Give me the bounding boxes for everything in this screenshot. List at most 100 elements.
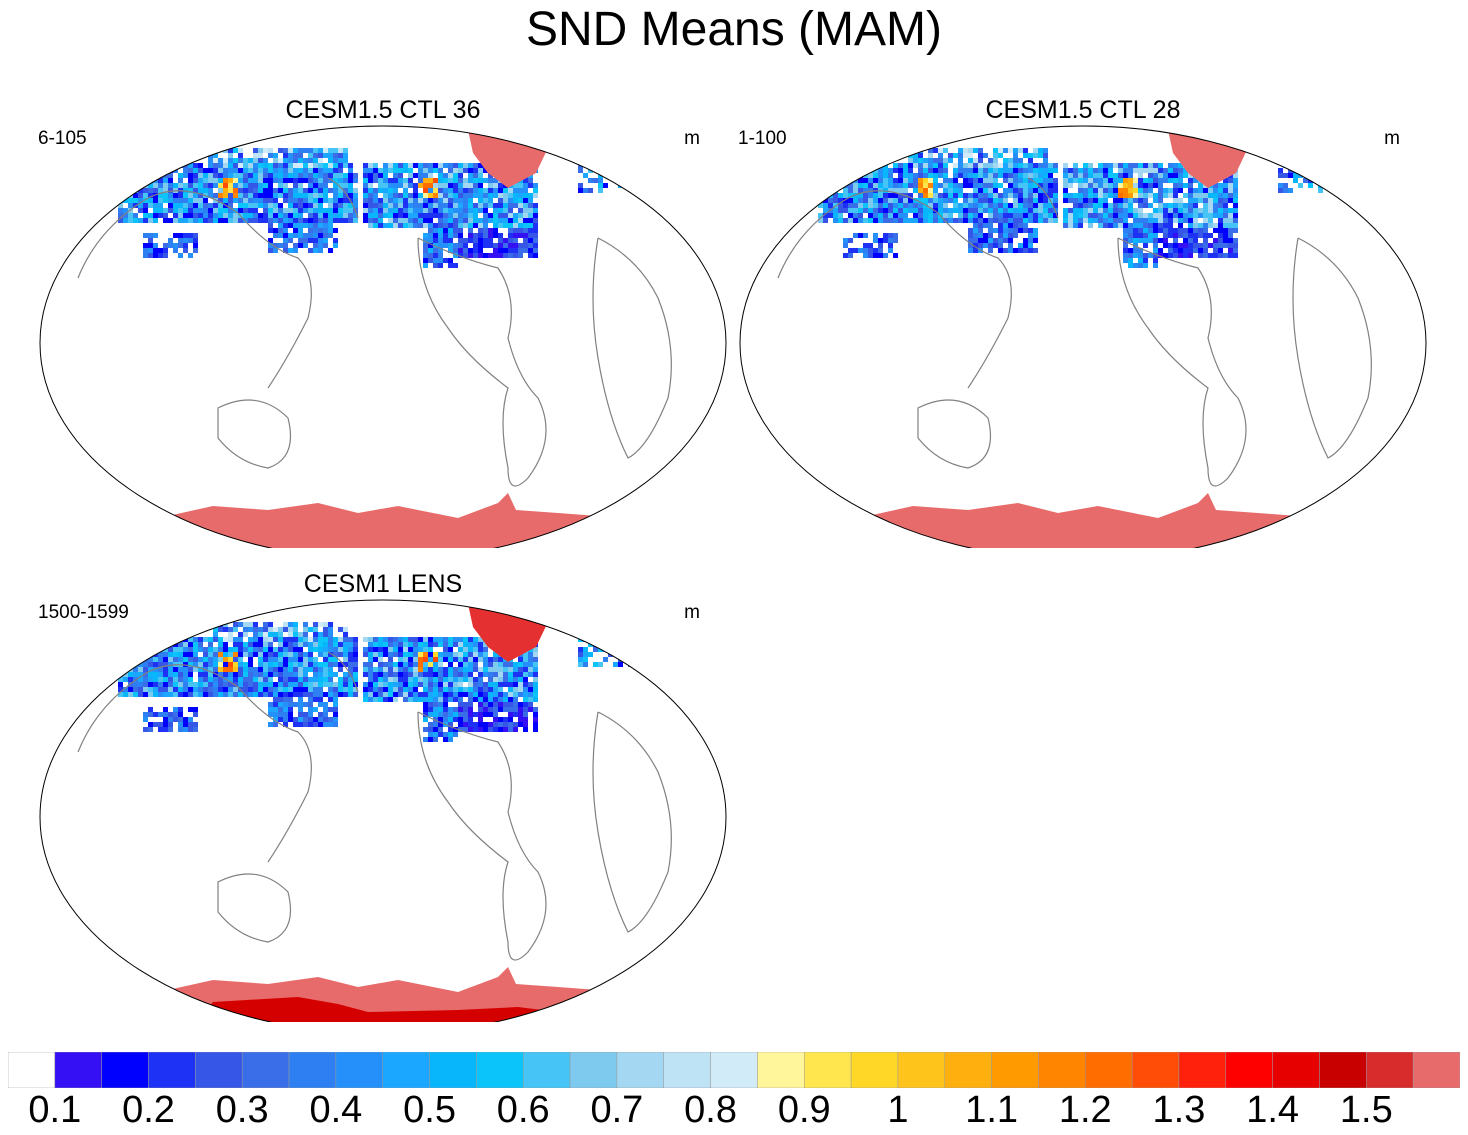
world-map bbox=[39, 125, 727, 548]
snow-hotspot-2 bbox=[418, 652, 438, 672]
colorbar-box bbox=[944, 1052, 992, 1088]
world-map bbox=[739, 125, 1427, 548]
snow-scandinavia bbox=[578, 153, 638, 193]
snow-hotspot-2 bbox=[1118, 178, 1138, 198]
colorbar-tick-label: 0.3 bbox=[215, 1089, 269, 1131]
colorbar-box bbox=[1366, 1052, 1414, 1088]
panel-units: m bbox=[684, 602, 700, 623]
coastline-0 bbox=[77, 664, 312, 863]
snow-siberia-north bbox=[208, 148, 348, 168]
snow-rockies bbox=[423, 218, 458, 268]
coastline-1 bbox=[917, 399, 992, 469]
snow-hotspot-1 bbox=[218, 652, 238, 672]
snow-canada-east bbox=[458, 228, 538, 258]
snow-east-asia bbox=[268, 692, 338, 727]
snow-hotspot-2 bbox=[418, 178, 438, 198]
coastline-0 bbox=[77, 190, 312, 389]
coastline-3 bbox=[1292, 237, 1372, 459]
colorbar-box bbox=[663, 1052, 711, 1088]
coastline-2 bbox=[417, 711, 547, 961]
colorbar-tick-label: 0.7 bbox=[590, 1089, 644, 1131]
panel-units: m bbox=[684, 128, 700, 149]
map-panel-lens: CESM1 LENS 1500-1599 m bbox=[38, 570, 728, 1022]
colorbar-box bbox=[1272, 1052, 1320, 1088]
snow-tibet bbox=[843, 233, 898, 258]
world-map bbox=[39, 599, 727, 1022]
coastline-1 bbox=[217, 873, 292, 943]
colorbar-box bbox=[1319, 1052, 1367, 1088]
colorbar-tick-label: 1.4 bbox=[1246, 1089, 1300, 1131]
colorbar-box bbox=[1131, 1052, 1180, 1088]
colorbar-box bbox=[8, 1052, 56, 1088]
colorbar-box bbox=[382, 1052, 430, 1088]
map-boundary bbox=[39, 599, 727, 1022]
map-content bbox=[777, 128, 1372, 548]
panel-title: CESM1.5 CTL 28 bbox=[985, 96, 1181, 124]
map-boundary bbox=[39, 125, 727, 548]
colorbar-box bbox=[522, 1052, 571, 1088]
panel-title: CESM1.5 CTL 36 bbox=[285, 96, 481, 124]
colorbar-tick-label: 0.6 bbox=[496, 1089, 550, 1131]
colorbar-tick-label: 1.2 bbox=[1058, 1089, 1112, 1131]
snow-north-america bbox=[1063, 163, 1238, 228]
snow-scandinavia bbox=[578, 627, 638, 667]
colorbar-box bbox=[195, 1052, 243, 1088]
colorbar-tick-label: 1.3 bbox=[1152, 1089, 1206, 1131]
map-boundary bbox=[739, 125, 1427, 548]
antarctica-deep-ice bbox=[188, 997, 598, 1022]
snow-tibet bbox=[143, 233, 198, 258]
coastline-1 bbox=[217, 399, 292, 469]
colorbar-tick-label: 0.8 bbox=[684, 1089, 737, 1131]
snow-canada-east bbox=[1158, 228, 1238, 258]
colorbar-box bbox=[101, 1052, 149, 1088]
panel-units: m bbox=[1384, 128, 1400, 149]
coastline-3 bbox=[592, 237, 672, 459]
colorbar-tick-label: 1.5 bbox=[1339, 1089, 1393, 1131]
coastline-3 bbox=[592, 711, 672, 933]
coastline-2 bbox=[1117, 237, 1247, 487]
panel-year-range: 1-100 bbox=[738, 128, 787, 149]
snow-rockies bbox=[1123, 218, 1158, 268]
panel-year-range: 6-105 bbox=[38, 128, 87, 149]
figure-title: SND Means (MAM) bbox=[525, 3, 943, 56]
colorbar-box bbox=[54, 1052, 102, 1088]
colorbar-box bbox=[804, 1052, 852, 1088]
colorbar-box bbox=[148, 1052, 196, 1088]
colorbar-tick-label: 0.2 bbox=[122, 1089, 175, 1131]
colorbar-tick-label: 0.9 bbox=[777, 1089, 831, 1131]
colorbar-tick-label: 1.1 bbox=[965, 1089, 1019, 1131]
snow-tibet bbox=[143, 707, 198, 732]
panel-year-range: 1500-1599 bbox=[38, 602, 129, 623]
snow-canada-east bbox=[458, 702, 538, 732]
map-content bbox=[77, 128, 672, 548]
colorbar-box bbox=[757, 1052, 805, 1088]
colorbar-tick-label: 0.5 bbox=[403, 1089, 456, 1131]
colorbar-box bbox=[710, 1052, 758, 1088]
colorbar-tick-label: 0.1 bbox=[28, 1089, 82, 1131]
coastline-2 bbox=[417, 237, 547, 487]
colorbar-box bbox=[1225, 1052, 1273, 1088]
colorbar-box bbox=[429, 1052, 477, 1088]
colorbar-tick-label: 1 bbox=[887, 1089, 909, 1131]
snow-siberia-north bbox=[208, 622, 348, 642]
coastline-4 bbox=[327, 651, 359, 693]
colorbar-tick-label: 0.4 bbox=[309, 1089, 363, 1131]
colorbar-box bbox=[476, 1052, 524, 1088]
colorbar-box bbox=[1178, 1052, 1227, 1088]
map-content bbox=[77, 602, 672, 1022]
map-panel-ctl28: CESM1.5 CTL 28 1-100 m bbox=[738, 96, 1428, 548]
colorbar-box bbox=[335, 1052, 383, 1088]
colorbar-box bbox=[991, 1052, 1039, 1088]
snow-eurasia bbox=[818, 163, 1058, 223]
snow-scandinavia bbox=[1278, 153, 1338, 193]
snow-siberia-north bbox=[908, 148, 1048, 168]
colorbar-box bbox=[241, 1052, 290, 1088]
colorbar-box bbox=[569, 1052, 618, 1088]
snow-hotspot-1 bbox=[918, 178, 933, 198]
map-panel-ctl36: CESM1.5 CTL 36 6-105 m bbox=[38, 96, 728, 548]
colorbar-box bbox=[288, 1052, 337, 1088]
colorbar-box bbox=[1085, 1052, 1133, 1088]
snow-hotspot-1 bbox=[218, 178, 238, 198]
coastline-4 bbox=[1027, 177, 1059, 219]
snow-east-asia bbox=[968, 218, 1038, 253]
